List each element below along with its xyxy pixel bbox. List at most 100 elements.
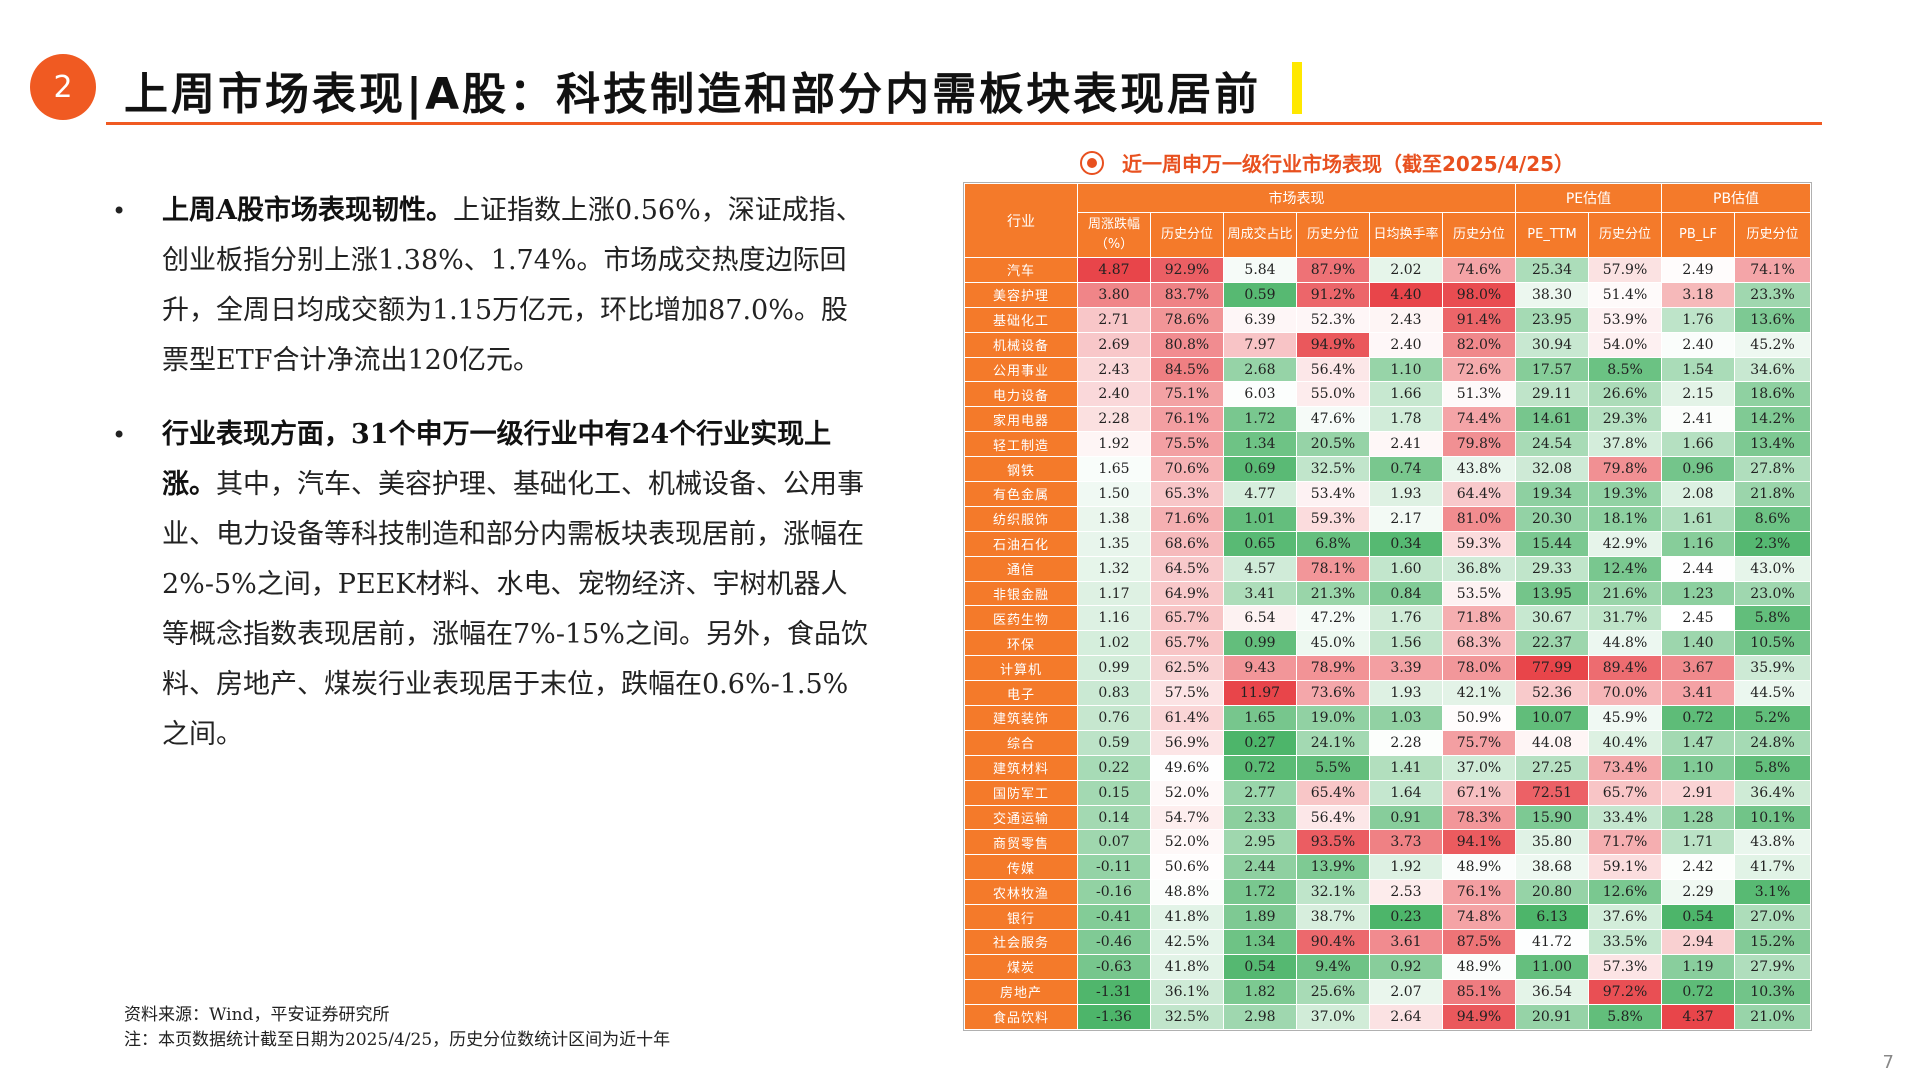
table-cell: 3.1% — [1734, 879, 1812, 906]
table-row: 钢铁 1.65 70.6% 0.69 32.5% 0.74 43.8% 32.08 79.8% 0… — [964, 456, 1812, 483]
header-market: 市场表现 — [1077, 183, 1516, 213]
industry-name: 非银金融 — [964, 580, 1078, 607]
table-cell: 53.5% — [1442, 580, 1516, 607]
table-cell: 10.1% — [1734, 804, 1812, 831]
table-cell: 35.80 — [1515, 829, 1589, 856]
table-cell: 21.3% — [1296, 580, 1370, 607]
table-cell: 14.61 — [1515, 406, 1589, 433]
table-cell: 87.5% — [1442, 929, 1516, 955]
table-row: 农林牧渔 -0.16 48.8% 1.72 32.1% 2.53 76.1% 20.80 12.… — [964, 879, 1812, 906]
table-cell: 9.4% — [1296, 953, 1370, 980]
header-pe-ttm-pct: 历史分位 — [1587, 212, 1663, 258]
table-cell: 1.66 — [1661, 431, 1736, 458]
table-cell: 1.71 — [1661, 829, 1736, 856]
table-cell: 0.76 — [1077, 705, 1151, 731]
table-row: 电力设备 2.40 75.1% 6.03 55.0% 1.66 51.3% 29.11 26.6… — [964, 381, 1812, 408]
table-cell: 76.1% — [1150, 406, 1224, 433]
industry-name: 建筑装饰 — [964, 705, 1078, 731]
table-cell: 52.3% — [1296, 306, 1370, 333]
table-cell: 0.96 — [1661, 456, 1736, 483]
industry-name: 房地产 — [964, 978, 1078, 1005]
table-row: 通信 1.32 64.5% 4.57 78.1% 1.60 36.8% 29.33 12.4% 2… — [964, 555, 1812, 582]
table-cell: 7.97 — [1223, 331, 1297, 358]
table-cell: 71.8% — [1442, 605, 1516, 632]
title-highlight-mark — [1292, 62, 1302, 114]
table-cell: 0.99 — [1223, 630, 1297, 657]
industry-name: 医药生物 — [964, 605, 1078, 632]
table-row: 房地产 -1.31 36.1% 1.82 25.6% 2.07 85.1% 36.54 97.2… — [964, 978, 1812, 1005]
table-cell: 15.2% — [1734, 929, 1812, 955]
table-cell: 20.5% — [1296, 431, 1370, 458]
table-cell: 20.80 — [1515, 879, 1589, 906]
table-cell: 6.8% — [1296, 530, 1370, 557]
bullet-lead: 行业表现方面，31个申万一级行业中有24个行业实现上涨。 — [162, 419, 832, 500]
table-cell: 1.72 — [1223, 406, 1297, 433]
stat-note: 注：本页数据统计截至日期为2025/4/25，历史分位数统计区间为近十年 — [124, 1030, 671, 1050]
table-cell: 0.91 — [1369, 804, 1443, 831]
table-cell: 50.6% — [1150, 854, 1224, 881]
table-cell: 1.17 — [1077, 580, 1151, 607]
table-row: 纺织服饰 1.38 71.6% 1.01 59.3% 2.17 81.0% 20.30 18.1… — [964, 505, 1812, 532]
table-cell: 1.92 — [1077, 431, 1151, 458]
table-cell: 2.40 — [1661, 331, 1736, 358]
table-cell: 2.3% — [1734, 530, 1812, 557]
table-row: 食品饮料 -1.36 32.5% 2.98 37.0% 2.64 94.9% 20.91 5.8… — [964, 1003, 1812, 1030]
table-cell: 1.23 — [1661, 580, 1736, 607]
table-cell: 71.6% — [1150, 505, 1224, 532]
header-weekly-change: 周涨跌幅（%） — [1077, 212, 1151, 258]
table-cell: 78.0% — [1442, 655, 1516, 682]
table-cell: 45.0% — [1296, 630, 1370, 657]
table-cell: -0.41 — [1077, 904, 1151, 931]
page-number: 7 — [1882, 1052, 1894, 1073]
table-row: 传媒 -0.11 50.6% 2.44 13.9% 1.92 48.9% 38.68 59.1%… — [964, 854, 1812, 881]
table-row: 非银金融 1.17 64.9% 3.41 21.3% 0.84 53.5% 13.95 21.6… — [964, 580, 1812, 607]
table-cell: 10.5% — [1734, 630, 1812, 657]
table-cell: 42.9% — [1587, 530, 1663, 557]
table-cell: 1.93 — [1369, 481, 1443, 507]
table-cell: 65.3% — [1150, 481, 1224, 507]
table-cell: 20.30 — [1515, 505, 1589, 532]
table-cell: 37.6% — [1587, 904, 1663, 931]
table-cell: 0.72 — [1223, 754, 1297, 781]
table-sub-header-row: 周涨跌幅（%） 历史分位 周成交占比 历史分位 日均换手率 历史分位 PE_TT… — [965, 212, 1812, 258]
table-cell: 2.28 — [1077, 406, 1151, 433]
table-cell: 36.54 — [1515, 978, 1589, 1005]
table-cell: 64.9% — [1150, 580, 1224, 607]
table-caption-text: 近一周申万一级行业市场表现（截至2025/4/25） — [1122, 152, 1575, 176]
table-cell: 1.78 — [1369, 406, 1443, 433]
table-cell: 27.25 — [1515, 754, 1589, 781]
table-cell: 64.5% — [1150, 555, 1224, 582]
table-cell: 36.4% — [1734, 779, 1812, 806]
table-row: 综合 0.59 56.9% 0.27 24.1% 2.28 75.7% 44.08 40.4% 1… — [964, 729, 1812, 756]
table-cell: 5.8% — [1734, 754, 1812, 781]
industry-name: 环保 — [964, 630, 1078, 657]
table-cell: 56.4% — [1296, 804, 1370, 831]
table-cell: 92.9% — [1150, 257, 1224, 283]
table-cell: 0.83 — [1077, 680, 1151, 707]
table-cell: 27.9% — [1734, 953, 1812, 980]
table-cell: 3.67 — [1661, 655, 1736, 682]
table-cell: 72.6% — [1442, 356, 1516, 383]
table-cell: 43.8% — [1442, 456, 1516, 483]
table-cell: 2.69 — [1077, 331, 1151, 358]
table-cell: 94.1% — [1442, 829, 1516, 856]
table-cell: 94.9% — [1442, 1003, 1516, 1030]
table-cell: 85.1% — [1442, 978, 1516, 1005]
table-row: 建筑装饰 0.76 61.4% 1.65 19.0% 1.03 50.9% 10.07 45.9… — [964, 705, 1812, 731]
table-cell: 26.6% — [1587, 381, 1663, 408]
table-cell: 0.22 — [1077, 754, 1151, 781]
table-cell: 48.9% — [1442, 854, 1516, 881]
page-title: 上周市场表现|A股：科技制造和部分内需板块表现居前 — [124, 69, 1262, 120]
bullet-lead: 上周A股市场表现韧性。 — [162, 195, 453, 226]
table-cell: 37.8% — [1587, 431, 1663, 458]
table-cell: 57.9% — [1587, 257, 1663, 283]
table-cell: -1.36 — [1077, 1003, 1151, 1030]
table-cell: 2.98 — [1223, 1003, 1297, 1030]
table-cell: 29.11 — [1515, 381, 1589, 408]
table-cell: 10.07 — [1515, 705, 1589, 731]
table-cell: 79.8% — [1442, 431, 1516, 458]
table-cell: 4.87 — [1077, 257, 1151, 283]
table-cell: 37.0% — [1442, 754, 1516, 781]
header-pe-ttm: PE_TTM — [1515, 212, 1589, 258]
bullet-list: • 上周A股市场表现韧性。上证指数上涨0.56%，深证成指、创业板指分别上涨1.… — [112, 186, 872, 784]
